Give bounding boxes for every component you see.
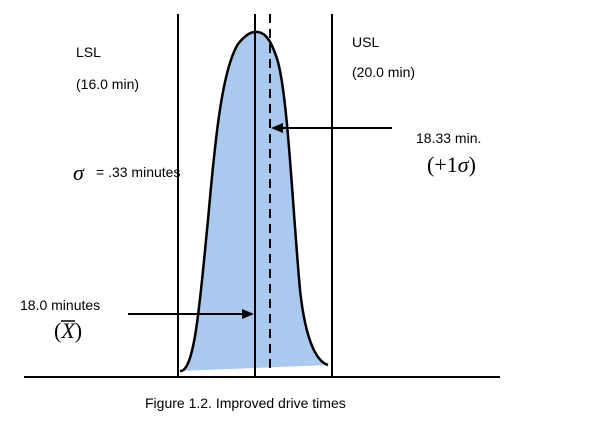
mean-notation: (X) [54,318,82,343]
mean-symbol: X [60,318,76,343]
usl-label: USL [352,34,379,50]
plus-sigma-notation: (+1σ) [427,152,476,177]
distribution-curve-outline [179,30,329,373]
lsl-value: (16.0 min) [76,76,139,92]
plus-sigma-arrowhead [271,123,283,133]
mean-open: ( [54,318,61,343]
mean-value: 18.0 minutes [20,297,100,313]
sigma-symbol: σ [73,160,85,185]
plus-sigma-close: ) [469,152,476,177]
plus-sigma-symbol: σ [458,152,470,177]
figure-caption: Figure 1.2. Improved drive times [145,395,346,411]
usl-value: (20.0 min) [352,64,415,80]
mean-close: ) [75,318,82,343]
sigma-value: = .33 minutes [96,164,180,180]
plus-sigma-value: 18.33 min. [416,130,481,146]
plus-sigma-open: (+1 [427,152,458,177]
mean-arrowhead [242,309,254,319]
lsl-label: LSL [76,44,101,60]
